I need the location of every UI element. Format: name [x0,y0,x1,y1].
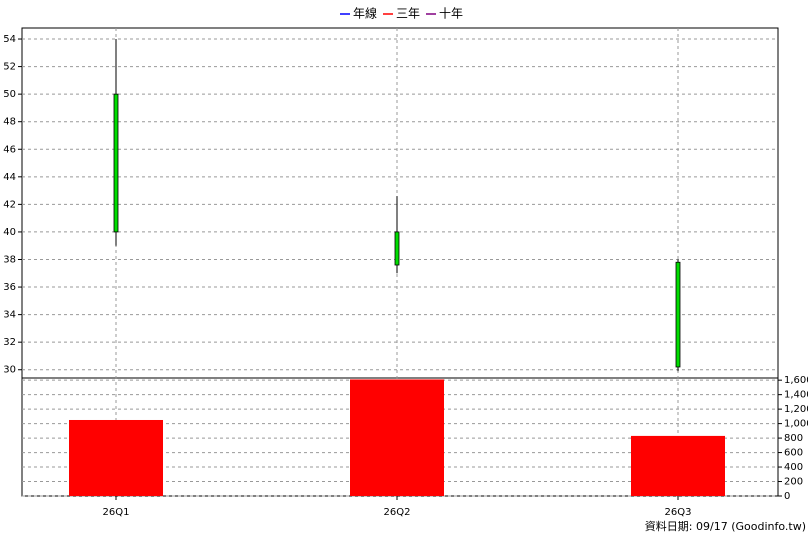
volume-bar [69,419,163,496]
y2-tick-label: 1,200 [784,404,808,415]
volume-bar [350,379,444,496]
legend-label: 十年 [439,7,463,21]
y2-tick-label: 200 [784,477,803,488]
volume-bar [631,435,725,496]
candle-body [675,261,681,368]
y-tick-label: 46 [3,144,16,155]
y2-tick-label: 0 [784,491,790,502]
y-tick-label: 54 [3,34,16,45]
y-tick-label: 50 [3,89,16,100]
y-tick-label: 30 [3,365,16,376]
y2-tick-label: 1,600 [784,375,808,386]
y2-tick-label: 400 [784,462,803,473]
x-tick-label: 26Q1 [103,507,130,518]
y-tick-label: 36 [3,282,16,293]
y2-tick-label: 800 [784,433,803,444]
x-tick-label: 26Q2 [384,507,411,518]
y-tick-label: 42 [3,199,16,210]
y2-tick-label: 1,400 [784,390,808,401]
y-tick-label: 32 [3,337,16,348]
x-tick-label: 26Q3 [665,507,692,518]
y-tick-label: 44 [3,172,16,183]
y-tick-label: 52 [3,62,16,73]
y-tick-label: 40 [3,227,16,238]
candle-body [394,231,400,266]
legend-label: 年線 [353,6,377,21]
legend-label: 三年 [396,7,420,21]
candle-body [113,93,119,233]
y-tick-label: 34 [3,310,16,321]
y-tick-label: 48 [3,117,16,128]
y2-tick-label: 600 [784,448,803,459]
y2-tick-label: 1,000 [784,419,808,430]
y-tick-label: 38 [3,254,16,265]
footer: 資料日期: 09/17 (Goodinfo.tw) [645,519,806,533]
